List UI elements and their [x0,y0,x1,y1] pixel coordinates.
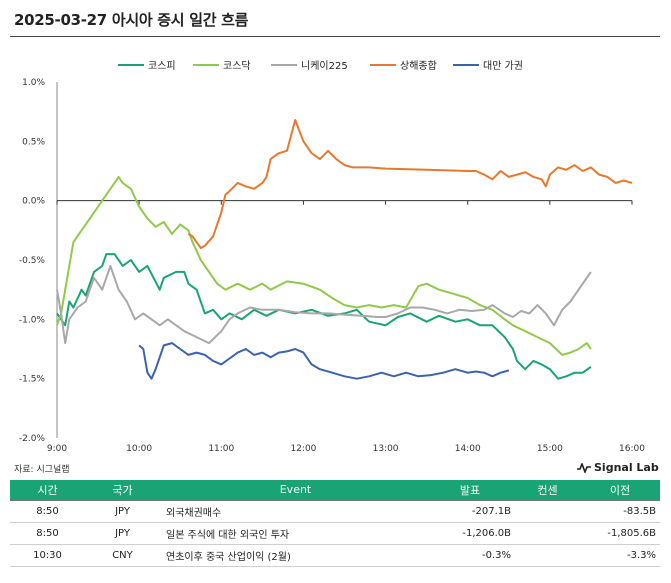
series-line-1 [56,175,592,356]
header-previous: 이전 [580,480,660,500]
source-note: 자료: 시그널랩 [14,465,70,475]
y-axis: 1.0% 0.5% 0.0% -0.5% -1.0% -1.5% -2.0% [19,78,58,444]
x-tick-label: 9:00 [47,444,67,454]
line-chart: 코스피 코스닥 니케이225 상해종합 대만 가권 1.0% 0.5% 0.0% -0.5% -… [19,59,645,454]
page-title: 2025-03-27 아시아 증시 일간 흐름 [14,11,249,29]
plot-lines [56,119,633,380]
y-tick-label: 0.0% [22,197,45,207]
x-tick-label: 12:00 [290,444,316,454]
signal-pulse-icon [577,462,591,473]
x-tick-label: 11:00 [208,444,234,454]
cell-consensus [515,522,580,545]
cell-country: CNY [85,544,160,567]
y-tick-label: -2.0% [19,434,46,444]
chart-legend: 코스피 코스닥 니케이225 상해종합 대만 가권 [118,59,523,72]
brand-logo: Signal Lab [577,461,659,474]
x-tick-label: 14:00 [455,444,481,454]
legend-label: 코스피 [148,60,176,72]
cell-previous: -1,805.6B [580,522,660,545]
header-actual: 발표 [425,480,515,500]
y-tick-label: 0.5% [22,137,45,147]
table-row: 8:50 JPY 외국채권매수 -207.1B -83.5B [10,499,660,523]
series-line-3 [187,119,633,250]
cell-actual: -207.1B [425,499,515,523]
x-tick-label: 13:00 [373,444,399,454]
series-line-4 [138,342,510,380]
title-divider [10,36,660,37]
header-country: 국가 [85,480,160,500]
y-tick-label: 1.0% [22,78,45,88]
cell-actual: -1,206.0B [425,522,515,545]
header-event: Event [160,480,425,500]
x-tick-label: 10:00 [126,444,152,454]
series-line-2 [56,264,592,345]
economic-events-table: 시간 국가 Event 발표 컨센 이전 8:50 JPY 외국채권매수 -20… [10,480,660,567]
cell-time: 8:50 [10,499,85,523]
cell-consensus [515,499,580,523]
legend-label: 상해종합 [400,59,437,72]
y-tick-label: -0.5% [19,256,46,266]
cell-actual: -0.3% [425,544,515,567]
table-header-row: 시간 국가 Event 발표 컨센 이전 [10,480,660,500]
header-consensus: 컨센 [515,480,580,500]
cell-consensus [515,544,580,567]
legend-label: 코스닥 [223,60,251,72]
legend-label: 대만 가권 [483,60,523,72]
y-tick-label: -1.0% [19,315,46,325]
header-time: 시간 [10,480,85,500]
table-row: 8:50 JPY 일본 주식에 대한 외국인 투자 -1,206.0B -1,8… [10,522,660,545]
x-tick-label: 16:00 [619,444,645,454]
cell-time: 10:30 [10,544,85,567]
cell-event: 연초이후 중국 산업이익 (2월) [160,544,425,567]
cell-event: 일본 주식에 대한 외국인 투자 [160,522,425,545]
y-tick-label: -1.5% [19,375,46,385]
cell-country: JPY [85,499,160,523]
brand-name: Signal Lab [594,461,659,474]
table-row: 10:30 CNY 연초이후 중국 산업이익 (2월) -0.3% -3.3% [10,544,660,567]
cell-time: 8:50 [10,522,85,545]
cell-previous: -83.5B [580,499,660,523]
x-axis: 9:00 10:00 11:00 12:00 13:00 14:00 15:00 16:00 [47,200,645,454]
cell-previous: -3.3% [580,544,660,567]
cell-country: JPY [85,522,160,545]
x-tick-label: 15:00 [537,444,563,454]
cell-event: 외국채권매수 [160,499,425,523]
legend-label: 니케이225 [301,60,348,72]
